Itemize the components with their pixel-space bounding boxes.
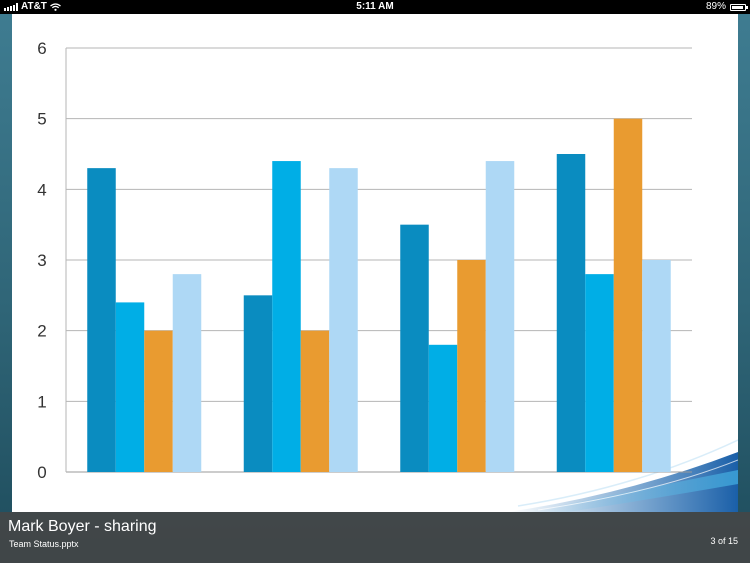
y-tick-label: 2 [37, 322, 46, 341]
y-tick-label: 5 [37, 110, 46, 129]
bar [585, 274, 614, 472]
carrier-label: AT&T [21, 1, 47, 12]
bar [485, 161, 515, 473]
slide[interactable]: 0 1 2 3 4 5 6 [12, 14, 738, 512]
sharing-info-bar: Mark Boyer - sharing Team Status.pptx 3 … [0, 512, 750, 563]
sharer-label: Mark Boyer - sharing [8, 518, 157, 535]
bar [87, 168, 116, 472]
bar [428, 344, 458, 472]
bar [300, 330, 330, 472]
bar [642, 260, 671, 472]
page-count: 3 of 15 [710, 536, 738, 546]
wifi-icon [50, 3, 61, 11]
y-tick-label: 4 [37, 180, 46, 199]
battery-percent: 89% [705, 1, 726, 12]
bar [144, 330, 173, 472]
bar [272, 161, 301, 473]
signal-icon [4, 3, 18, 11]
filename-label: Team Status.pptx [9, 539, 79, 549]
bar [556, 154, 586, 472]
bar [613, 118, 643, 473]
bar [400, 224, 429, 472]
status-time: 5:11 AM [356, 1, 394, 12]
battery-icon [730, 3, 748, 11]
bar [172, 274, 202, 472]
y-tick-label: 6 [37, 39, 46, 58]
y-tick-label: 0 [37, 463, 46, 482]
bar [115, 302, 145, 472]
status-bar: AT&T 5:11 AM 89% [0, 0, 750, 14]
bar [243, 295, 273, 472]
slide-swoosh-decoration [508, 439, 738, 512]
status-left: AT&T [4, 0, 61, 14]
bar [457, 260, 486, 472]
y-tick-label: 1 [37, 392, 46, 411]
y-tick-label: 3 [37, 251, 46, 270]
status-right: 89% [705, 0, 748, 14]
bar-chart: 0 1 2 3 4 5 6 [37, 39, 692, 482]
bar [329, 168, 358, 472]
